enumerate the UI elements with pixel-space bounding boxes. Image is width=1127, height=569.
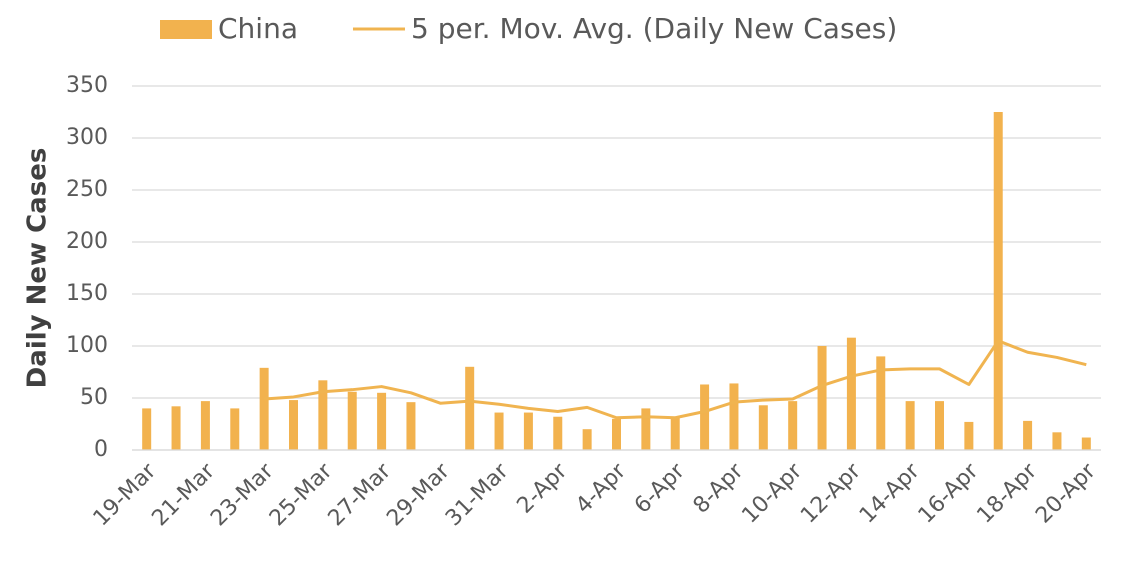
x-tick-label: 27-Mar: [324, 458, 397, 531]
bar: [289, 400, 298, 450]
x-tick-label: 31-Mar: [441, 458, 514, 531]
bar: [171, 406, 181, 450]
x-tick-label: 16-Apr: [914, 458, 984, 528]
bar: [670, 417, 680, 450]
bar: [905, 401, 915, 450]
x-tick-label: 21-Mar: [147, 458, 220, 531]
y-tick-label: 250: [66, 177, 108, 202]
x-tick-label: 6-Apr: [630, 458, 690, 518]
bar: [553, 416, 563, 450]
y-tick-label: 50: [80, 385, 108, 410]
bar: [230, 408, 240, 450]
bar: [1052, 432, 1062, 450]
bar: [788, 401, 798, 450]
bar: [876, 356, 886, 450]
x-tick-label: 12-Apr: [796, 458, 866, 528]
x-tick-label: 25-Mar: [265, 458, 338, 531]
x-tick-label: 23-Mar: [206, 458, 279, 531]
y-tick-label: 300: [66, 125, 108, 150]
x-tick-label: 2-Apr: [512, 458, 572, 518]
bar: [964, 421, 974, 450]
x-tick-label: 18-Apr: [972, 458, 1042, 528]
bar: [347, 391, 357, 450]
y-tick-label: 100: [66, 333, 108, 358]
bar: [758, 405, 768, 450]
bar: [729, 383, 739, 450]
line: [264, 339, 1087, 420]
y-tick-label: 150: [66, 281, 108, 306]
y-tick-label: 0: [94, 437, 108, 462]
x-tick-label: 20-Apr: [1031, 458, 1101, 528]
x-tick-label: 10-Apr: [738, 458, 808, 528]
bar: [700, 384, 710, 450]
bar: [259, 367, 269, 450]
bar: [641, 408, 651, 450]
bar: [523, 412, 533, 450]
x-tick-label: 29-Mar: [382, 458, 455, 531]
bar: [1081, 437, 1091, 450]
bar: [582, 429, 592, 450]
x-tick-label: 4-Apr: [571, 458, 631, 518]
y-tick-label: 350: [66, 73, 108, 98]
bar: [1023, 420, 1033, 450]
bar: [377, 392, 387, 450]
legend-label: 5 per. Mov. Avg. (Daily New Cases): [411, 12, 897, 45]
bar: [846, 337, 856, 450]
bar: [318, 380, 328, 450]
bar: [612, 418, 621, 450]
bar: [935, 401, 944, 450]
bar: [993, 112, 1003, 450]
bar: [817, 346, 827, 450]
bar: [494, 412, 504, 450]
bar: [406, 402, 416, 450]
legend-label: China: [218, 12, 298, 45]
y-axis-title: Daily New Cases: [23, 148, 53, 389]
bar: [142, 408, 152, 450]
legend-swatch: [160, 20, 212, 39]
bar: [465, 366, 475, 450]
x-tick-label: 14-Apr: [855, 458, 925, 528]
x-tick-label: 19-Mar: [89, 458, 162, 531]
y-tick-label: 200: [66, 229, 108, 254]
bar: [200, 401, 210, 450]
